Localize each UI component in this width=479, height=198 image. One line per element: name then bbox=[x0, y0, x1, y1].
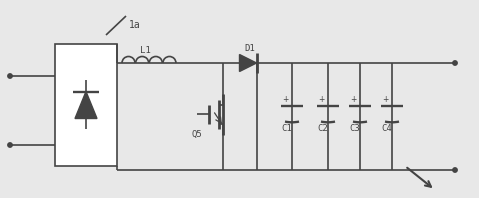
Circle shape bbox=[453, 168, 457, 172]
Text: +: + bbox=[382, 95, 388, 105]
Text: C2: C2 bbox=[318, 124, 329, 133]
Text: Q5: Q5 bbox=[191, 129, 202, 138]
Text: C1: C1 bbox=[282, 124, 292, 133]
Polygon shape bbox=[240, 54, 256, 71]
Bar bbox=[55, 44, 117, 166]
Text: D1: D1 bbox=[245, 44, 255, 53]
Text: 1a: 1a bbox=[129, 20, 141, 30]
Text: L1: L1 bbox=[140, 46, 151, 55]
Text: C3: C3 bbox=[350, 124, 360, 133]
Polygon shape bbox=[75, 91, 97, 118]
Text: C4: C4 bbox=[382, 124, 392, 133]
Circle shape bbox=[8, 143, 12, 147]
Text: +: + bbox=[282, 95, 289, 105]
Circle shape bbox=[8, 74, 12, 78]
Text: +: + bbox=[350, 95, 357, 105]
Circle shape bbox=[453, 61, 457, 65]
Text: +: + bbox=[319, 95, 325, 105]
